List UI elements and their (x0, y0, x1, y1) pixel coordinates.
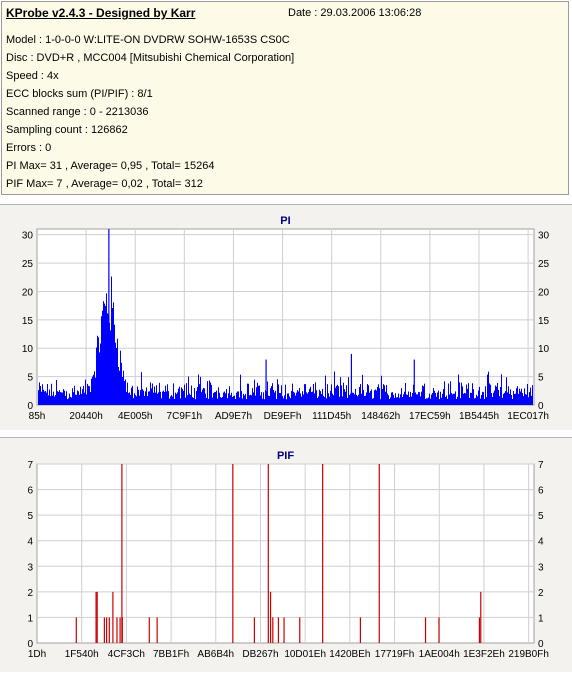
y-tick-label-right: 1 (538, 613, 544, 624)
y-tick-label-left: 3 (27, 562, 33, 573)
y-tick-label-right: 2 (538, 588, 544, 599)
plot-area (36, 463, 535, 644)
y-tick-label-left: 30 (22, 231, 34, 242)
x-tick-label: 10D01Eh (284, 649, 326, 660)
y-tick-label-left: 15 (22, 316, 34, 327)
y-tick-label-left: 5 (27, 511, 33, 522)
x-tick-label: 1E3F2Eh (463, 649, 505, 660)
x-tick-label: 17719Fh (375, 649, 414, 660)
y-tick-label-right: 0 (538, 639, 544, 650)
x-tick-label: 20440h (69, 411, 102, 422)
scan-date: Date : 29.03.2006 13:06:28 (288, 7, 422, 19)
y-tick-label-left: 10 (22, 344, 34, 355)
chart-title: PIF (277, 450, 294, 462)
range-line: Scanned range : 0 - 2213036 (6, 106, 149, 118)
x-tick-label: AD9E7h (215, 411, 252, 422)
y-tick-label-right: 0 (538, 401, 544, 412)
app-title: KProbe v2.4.3 - Designed by Karr (6, 6, 196, 20)
ecc-line: ECC blocks sum (PI/PIF) : 8/1 (6, 88, 153, 100)
x-tick-label: 4E005h (118, 411, 152, 422)
x-tick-label: 1B5445h (459, 411, 499, 422)
y-tick-label-left: 2 (27, 588, 33, 599)
x-tick-label: 4CF3Ch (108, 649, 145, 660)
x-tick-label: DB267h (242, 649, 278, 660)
disc-line: Disc : DVD+R , MCC004 [Mitsubishi Chemic… (6, 52, 295, 64)
pif-bars (75, 464, 482, 643)
y-tick-label-right: 4 (538, 537, 544, 548)
y-tick-label-right: 5 (538, 373, 544, 384)
pi-chart: PI 0 0 5 5 10 10 15 15 20 20 25 25 30 30 85h 20440h 4E005… (22, 215, 550, 422)
x-tick-label: 1420BEh (329, 649, 370, 660)
x-tick-label: AB6B4h (197, 649, 234, 660)
sampling-line: Sampling count : 126862 (6, 124, 128, 136)
y-tick-label-right: 15 (538, 316, 550, 327)
y-tick-label-left: 4 (27, 537, 33, 548)
y-tick-label-left: 0 (27, 401, 33, 412)
y-tick-label-right: 5 (538, 511, 544, 522)
x-tick-label: 111D45h (312, 411, 351, 422)
y-tick-label-right: 25 (538, 259, 550, 270)
y-tick-label-right: 6 (538, 486, 544, 497)
errors-line: Errors : 0 (6, 142, 52, 154)
x-tick-label: 1Dh (28, 649, 46, 660)
speed-line: Speed : 4x (6, 70, 59, 82)
y-tick-label-right: 7 (538, 460, 544, 471)
pi-chart-panel: PI 0 0 5 5 10 10 15 15 20 20 25 25 30 30 85h 20440h 4E005… (0, 204, 572, 430)
y-tick-label-left: 6 (27, 486, 33, 497)
y-tick-label-right: 10 (538, 344, 550, 355)
x-tick-label: 85h (29, 411, 46, 422)
x-tick-label: 7BB1Fh (153, 649, 189, 660)
pi-stats-line: PI Max= 31 , Average= 0,95 , Total= 1526… (6, 160, 215, 172)
y-tick-label-left: 0 (27, 639, 33, 650)
pif-chart: PIF 0 0 1 1 2 2 3 3 4 4 5 5 6 6 7 7 1Dh 1F540h 4CF3Ch 7BB1Fh… (27, 450, 549, 660)
y-tick-label-left: 5 (27, 373, 33, 384)
x-tick-label: 1F540h (65, 649, 99, 660)
pif-chart-panel: PIF 0 0 1 1 2 2 3 3 4 4 5 5 6 6 7 7 1Dh 1F540h 4CF3Ch 7BB1Fh… (0, 437, 572, 672)
x-tick-label: DE9EFh (264, 411, 302, 422)
y-tick-label-right: 30 (538, 231, 550, 242)
y-tick-label-left: 25 (22, 259, 34, 270)
x-tick-label: 1AE004h (419, 649, 460, 660)
chart-title: PI (280, 215, 290, 227)
y-tick-label-left: 1 (27, 613, 33, 624)
pif-stats-line: PIF Max= 7 , Average= 0,02 , Total= 312 (6, 178, 203, 190)
info-panel: KProbe v2.4.3 - Designed by Karr Date : … (1, 1, 569, 195)
model-line: Model : 1-0-0-0 W:LITE-ON DVDRW SOHW-165… (6, 34, 290, 46)
y-tick-label-right: 3 (538, 562, 544, 573)
x-tick-label: 148462h (361, 411, 400, 422)
x-tick-label: 7C9F1h (167, 411, 203, 422)
pi-bars (38, 229, 533, 405)
x-tick-label: 1EC017h (507, 411, 549, 422)
x-tick-label: 219B0Fh (508, 649, 549, 660)
y-tick-label-left: 20 (22, 287, 34, 298)
y-tick-label-right: 20 (538, 287, 550, 298)
x-tick-label: 17EC59h (409, 411, 451, 422)
y-tick-label-left: 7 (27, 460, 33, 471)
